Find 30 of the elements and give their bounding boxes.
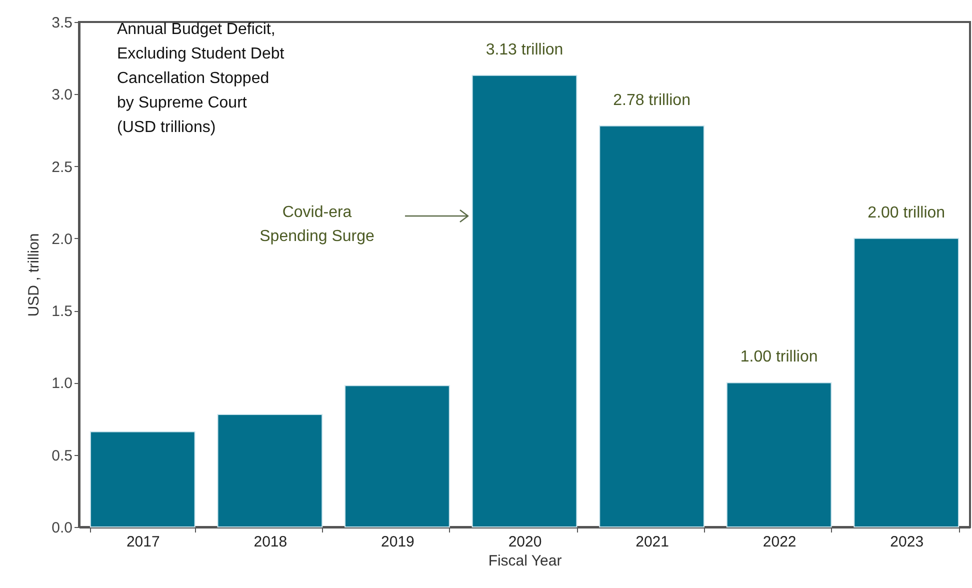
annotation: Covid-era Spending Surge	[260, 204, 374, 245]
x-tick-label: 2018	[254, 534, 288, 550]
y-tick-label: 2.5	[52, 158, 72, 176]
x-tick-label: 2022	[762, 534, 796, 550]
bar	[344, 385, 450, 528]
bar	[217, 414, 323, 528]
y-tick-label: 1.5	[52, 303, 72, 320]
x-tick-label: 2023	[890, 534, 924, 550]
data-label: 1.00 trillion	[740, 348, 818, 366]
x-tick-label: 2019	[381, 534, 414, 550]
x-tick-label: 2017	[126, 534, 160, 550]
bar	[599, 125, 704, 528]
y-tick-label: 2.0	[52, 230, 72, 248]
bar	[472, 74, 578, 528]
x-axis-title: Fiscal Year	[488, 552, 562, 570]
y-tick-label: 1.0	[52, 375, 72, 392]
y-tick-label: 3.5	[52, 14, 72, 32]
y-tick-label: 3.0	[52, 86, 72, 104]
data-label: 2.78 trillion	[613, 92, 690, 109]
y-tick-label: 0.0	[52, 520, 72, 536]
bar	[726, 382, 832, 528]
bar	[90, 431, 196, 528]
text: Annual Budget Deficit, Excluding Student Debt Cancellation Stopped by Supreme Court (USD trillions)	[117, 21, 285, 136]
bar	[854, 238, 960, 528]
data-label: 3.13 trillion	[486, 41, 564, 58]
x-tick-label: 2020	[508, 534, 542, 550]
x-tick-label: 2021	[636, 534, 669, 550]
y-axis-title: USD , trillion	[26, 233, 43, 317]
y-tick-label: 0.5	[52, 447, 72, 464]
data-label: 2.00 trillion	[868, 204, 946, 222]
